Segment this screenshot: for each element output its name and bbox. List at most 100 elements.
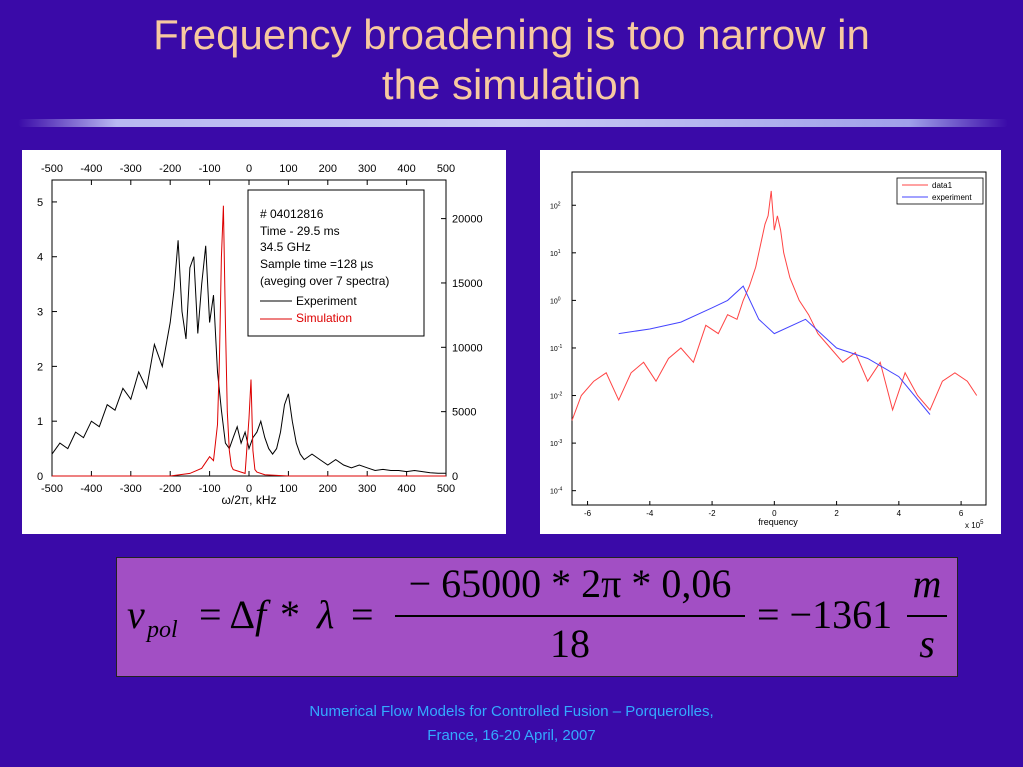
y-tick-label-left: 5 (37, 197, 43, 209)
x-tick-label: -6 (584, 509, 592, 518)
y-tick-label: 10-1 (550, 344, 562, 353)
x-multiplier-label: x 105 (965, 520, 984, 530)
legend-experiment-label-right: experiment (932, 193, 972, 202)
x-tick-label-top: -200 (159, 163, 181, 175)
y-tick-label-right: 10000 (452, 342, 483, 354)
right-spectrum-plot: -6 -4 -2 0 2 4 6 10-4 10-3 10-2 10-1 100 101 102 data… (540, 150, 1001, 534)
x-multiplier-base: x 10 (965, 521, 981, 530)
y-tick-label-left: 4 (37, 252, 43, 264)
legend-simulation-label: Simulation (296, 311, 352, 325)
y-tick-label-left: 2 (37, 361, 43, 373)
footer-line-2: France, 16-20 April, 2007 (427, 727, 596, 744)
right-plot-legend: data1 experiment (896, 177, 984, 205)
y-tick-label-left: 3 (37, 307, 43, 319)
x-tick-label: 0 (772, 509, 777, 518)
y-tick-exponent: 2 (558, 201, 561, 207)
x-tick-label-top: 300 (358, 163, 376, 175)
formula-eq-delta: = Δ (199, 592, 256, 637)
x-tick-label: 2 (834, 509, 839, 518)
x-tick-label-top: -500 (41, 163, 63, 175)
y-tick-label: 10-2 (550, 392, 562, 401)
y-tick-label-right: 0 (452, 471, 458, 483)
formula-unit-s: s (919, 621, 935, 666)
velocity-formula-box: v pol = Δ f * λ = − 65000 * 2π * 0,06 18… (116, 557, 958, 677)
right-plot-frame (571, 171, 987, 506)
right-legend-box (896, 177, 984, 205)
y-tick-label: 10-4 (550, 487, 562, 496)
footer-line-1: Numerical Flow Models for Controlled Fus… (309, 703, 714, 720)
left-plot-svg: -500 -500 -400 -400 -300 -300 -200 -200 -100 -100… (37, 163, 483, 507)
x-tick-label: -2 (709, 509, 717, 518)
x-tick-label-top: -300 (120, 163, 142, 175)
y-tick-label-right: 5000 (452, 407, 476, 419)
x-tick-label-bottom: 0 (246, 483, 252, 495)
y-tick-exponent: -3 (558, 439, 563, 445)
x-tick-label: 6 (959, 509, 964, 518)
y-tick-label-left: 0 (37, 471, 43, 483)
x-tick-label-bottom: 500 (437, 483, 455, 495)
title-divider (18, 119, 1008, 127)
x-tick-label: -4 (646, 509, 654, 518)
x-tick-label-top: 100 (279, 163, 297, 175)
x-tick-label-bottom: -100 (199, 483, 221, 495)
formula-lambda: λ (317, 592, 335, 637)
y-tick-label-right: 15000 (452, 278, 483, 290)
legend-data1-label: data1 (932, 181, 953, 190)
formula-unit-bar (907, 615, 947, 617)
y-tick-exponent: -1 (558, 344, 563, 350)
x-multiplier-exponent: 5 (980, 520, 984, 526)
formula-eq-result: = −1361 (757, 592, 893, 637)
y-tick-label-right: 20000 (452, 214, 483, 226)
formula-f: f (255, 592, 267, 637)
x-tick-label-bottom: 100 (279, 483, 297, 495)
y-tick-label-left: 1 (37, 416, 43, 428)
x-tick-label-top: -400 (80, 163, 102, 175)
y-tick-label: 101 (550, 249, 561, 258)
x-tick-label-top: 500 (437, 163, 455, 175)
x-tick-label-bottom: -400 (80, 483, 102, 495)
x-tick-label-top: 200 (319, 163, 337, 175)
slide-title: Frequency broadening is too narrow in th… (20, 10, 1003, 110)
x-tick-label-bottom: -500 (41, 483, 63, 495)
formula-numerator: − 65000 * 2π * 0,06 (408, 561, 732, 606)
title-line-1: Frequency broadening is too narrow in (153, 11, 870, 58)
y-tick-label: 10-3 (550, 439, 562, 448)
formula-fraction-bar (395, 615, 745, 617)
formula-times: * (280, 592, 300, 637)
formula-unit-m: m (912, 561, 942, 606)
formula-v: v (127, 592, 145, 637)
legend-time: Time - 29.5 ms (260, 224, 340, 238)
formula-denominator: 18 (550, 621, 590, 666)
formula-subscript-pol: pol (147, 617, 178, 643)
title-line-2: the simulation (381, 61, 642, 108)
right-plot-xlabel: frequency (758, 517, 798, 527)
y-tick-label: 100 (550, 296, 561, 305)
x-tick-label-top: -100 (199, 163, 221, 175)
legend-shot-number: # 04012816 (260, 207, 324, 221)
legend-sample-time: Sample time =128 µs (260, 257, 373, 271)
y-tick-exponent: 0 (558, 296, 561, 302)
left-plot-xlabel: ω/2π, kHz (222, 493, 277, 507)
series-line-experiment (618, 285, 931, 415)
series-line-experiment (51, 240, 446, 474)
legend-averaging: (aveging over 7 spectra) (260, 274, 389, 288)
series-line-simulation (52, 205, 446, 477)
x-tick-label-bottom: -300 (120, 483, 142, 495)
y-tick-exponent: 1 (558, 249, 561, 255)
x-tick-label-bottom: 200 (319, 483, 337, 495)
left-plot-legend: # 04012816 Time - 29.5 ms 34.5 GHz Sampl… (247, 189, 425, 337)
x-tick-label-top: 0 (246, 163, 252, 175)
x-tick-label: 4 (897, 509, 902, 518)
legend-experiment-label: Experiment (296, 294, 357, 308)
x-tick-label-top: 400 (397, 163, 415, 175)
y-tick-label: 102 (550, 201, 561, 210)
x-tick-label-bottom: 300 (358, 483, 376, 495)
x-tick-label-bottom: -200 (159, 483, 181, 495)
x-tick-label-bottom: 400 (397, 483, 415, 495)
left-legend-box (247, 189, 425, 337)
legend-frequency: 34.5 GHz (260, 240, 311, 254)
formula-eq2: = (351, 592, 374, 637)
y-tick-exponent: -4 (558, 487, 563, 493)
left-spectrum-plot: -500 -500 -400 -400 -300 -300 -200 -200 -100 -100… (22, 150, 506, 534)
